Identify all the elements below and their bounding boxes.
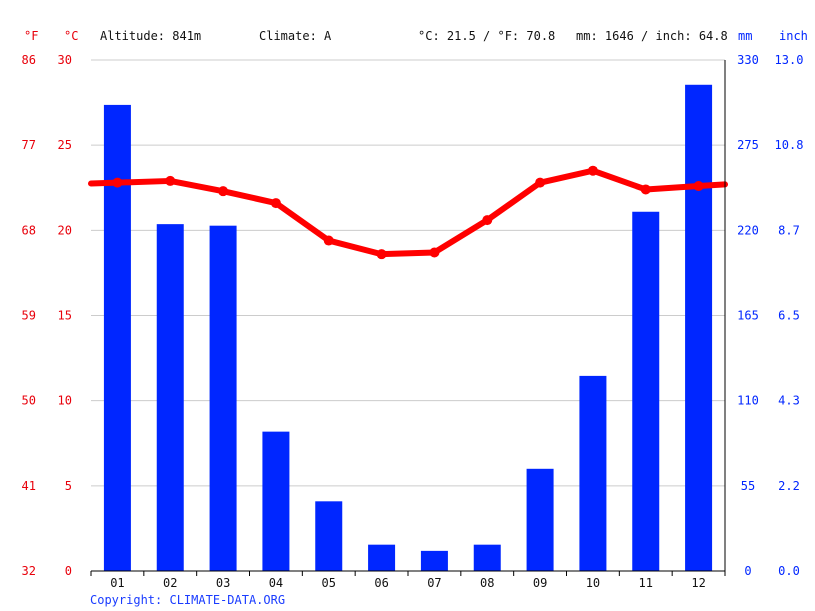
temp-line [88,167,728,258]
temp-point [376,249,387,260]
grid-lines [91,59,725,487]
tick-c: 15 [58,309,72,323]
climate-label: Climate: A [259,29,332,43]
precip-bar [315,501,343,571]
tick-inch: 13.0 [775,53,804,67]
tick-mm: 0 [744,564,751,578]
month-label: 12 [691,576,705,590]
month-label: 05 [322,576,336,590]
tick-c: 0 [65,564,72,578]
temp-point [323,235,334,246]
tick-c: 5 [65,479,72,493]
month-label: 03 [216,576,230,590]
temperature-line [88,165,728,260]
temp-point [587,165,598,176]
tick-inch: 10.8 [775,138,804,152]
precip-bar [526,468,554,571]
tick-mm: 330 [737,53,759,67]
month-label: 09 [533,576,547,590]
temp-point [270,198,281,209]
tick-f: 32 [22,564,36,578]
precip-total-label: mm: 1646 / inch: 64.8 [576,29,728,43]
month-label: 10 [586,576,600,590]
tick-f: 77 [22,138,36,152]
precip-bar [103,104,131,571]
tick-inch: 2.2 [778,479,800,493]
temp-point [218,186,229,197]
tick-c: 10 [58,394,72,408]
tick-inch: 6.5 [778,309,800,323]
month-label: 07 [427,576,441,590]
tick-f: 86 [22,53,36,67]
unit-c-label: °C [64,29,78,43]
temp-point [165,175,176,186]
month-label: 11 [639,576,653,590]
month-label: 02 [163,576,177,590]
month-label: 08 [480,576,494,590]
precip-bar [473,544,501,571]
month-label: 04 [269,576,283,590]
month-label: 06 [374,576,388,590]
tick-c: 20 [58,223,72,237]
tick-inch: 0.0 [778,564,800,578]
precip-bar [209,225,237,572]
unit-f-label: °F [24,29,38,43]
precip-bar [156,224,184,571]
tick-f: 41 [22,479,36,493]
altitude-label: Altitude: 841m [100,29,201,43]
copyright-link[interactable]: Copyright: CLIMATE-DATA.ORG [90,593,285,607]
tick-f: 68 [22,223,36,237]
unit-mm-label: mm [738,29,752,43]
temp-point [112,177,123,188]
precip-bar [368,544,396,571]
precip-bar [579,375,607,571]
tick-c: 30 [58,53,72,67]
month-label: 01 [110,576,124,590]
tick-f: 50 [22,394,36,408]
temp-average-label: °C: 21.5 / °F: 70.8 [418,29,555,43]
tick-inch: 8.7 [778,223,800,237]
tick-inch: 4.3 [778,394,800,408]
tick-c: 25 [58,138,72,152]
tick-mm: 110 [737,394,759,408]
axes [90,60,726,576]
precip-bar [420,550,448,571]
precipitation-bars [103,84,713,572]
temp-point [693,181,704,192]
tick-f: 59 [22,309,36,323]
unit-inch-label: inch [779,29,808,43]
header: °F °C Altitude: 841m Climate: A °C: 21.5… [24,29,808,43]
precip-bar [685,84,713,571]
precip-bar [632,211,660,571]
temp-point [535,177,546,188]
temp-point [482,215,493,226]
tick-mm: 275 [737,138,759,152]
tick-mm: 220 [737,223,759,237]
tick-mm: 165 [737,309,759,323]
temp-point [640,184,651,195]
temp-point [429,247,440,258]
precip-bar [262,431,290,571]
tick-labels: 32 0 0 0.041 5 55 2.250 10 110 4.359 15 165 6.568 20 2… [22,53,804,590]
tick-mm: 55 [741,479,755,493]
